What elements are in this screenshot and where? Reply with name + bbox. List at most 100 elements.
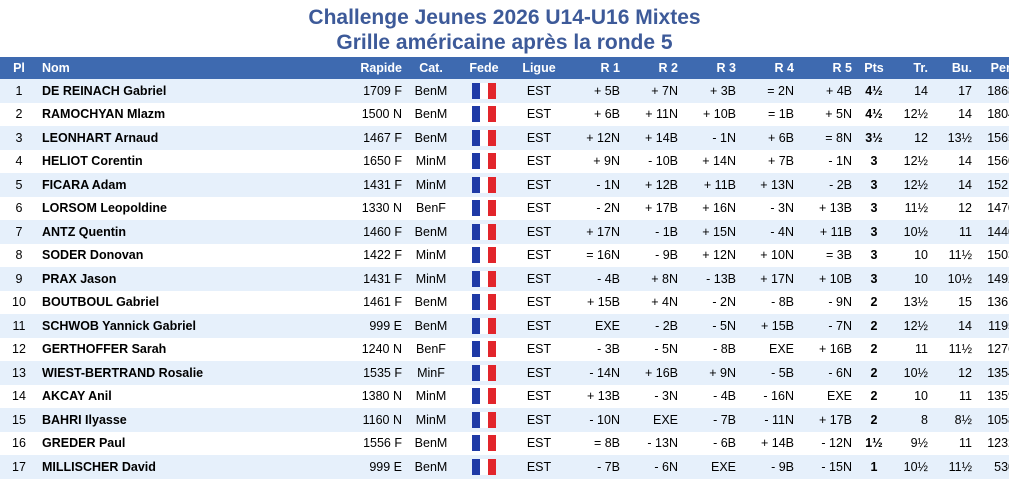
cell-round-3: - 4B [713, 389, 736, 404]
cell-round-4: - 16N [763, 389, 794, 404]
cell-tiebreak-bu: 15 [958, 295, 972, 310]
cell-round-2: + 12B [644, 177, 678, 192]
cell-tiebreak-bu: 8½ [954, 412, 972, 427]
cell-tiebreak-tr: 10½ [903, 224, 928, 239]
cell-round-1: = 16N [586, 248, 620, 263]
cell-round-3: - 2N [712, 295, 736, 310]
cell-tiebreak-tr: 10½ [903, 365, 928, 380]
cell-league: EST [526, 154, 552, 169]
cell-performance: 1058 [987, 412, 1009, 427]
header-category: Cat. [419, 61, 443, 75]
cell-category: MinM [415, 248, 447, 263]
cell-federation [456, 455, 512, 479]
cell-rank: 11 [12, 318, 26, 333]
header-rank: Pl [13, 61, 25, 75]
header-round-1: R 1 [600, 61, 620, 75]
table-row: 14 AKCAY Anil 1380 N MinM EST + 13B - 3N - 4B - … [0, 384, 1009, 408]
cell-points: 2 [870, 365, 878, 380]
cell-rating: 1709 F [363, 83, 402, 98]
cell-rank: 4 [15, 154, 23, 169]
cell-league: EST [526, 459, 552, 474]
table-row: 2 RAMOCHYAN Mlazm 1500 N BenM EST + 6B + 11N + … [0, 102, 1009, 126]
cell-tiebreak-tr: 12½ [903, 318, 928, 333]
cell-league: EST [526, 248, 552, 263]
cell-round-4: - 9B [771, 459, 794, 474]
cell-rank: 15 [12, 412, 26, 427]
cell-round-1: - 1N [596, 177, 620, 192]
cell-rating: 1556 F [363, 436, 402, 451]
cell-name: LEONHART Arnaud [42, 130, 159, 145]
cell-rank: 2 [15, 107, 23, 122]
cell-round-5: - 12N [821, 436, 852, 451]
cell-tiebreak-tr: 10 [914, 248, 928, 263]
cell-name: SODER Donovan [42, 248, 144, 263]
cell-name: GREDER Paul [42, 436, 126, 451]
cell-federation [456, 314, 512, 338]
table-row: 1 DE REINACH Gabriel 1709 F BenM EST + 5B + 7N… [0, 79, 1009, 103]
cell-round-5: + 17B [818, 412, 852, 427]
table-row: 15 BAHRI Ilyasse 1160 N MinM EST - 10N EXE - 7B… [0, 408, 1009, 432]
cell-round-1: EXE [594, 318, 620, 333]
cell-category: MinM [415, 154, 447, 169]
cell-points: 1 [870, 459, 878, 474]
cell-name: LORSOM Leopoldine [42, 201, 167, 216]
cell-points: 2 [870, 295, 878, 310]
cell-round-2: + 17B [644, 201, 678, 216]
cell-tiebreak-bu: 11 [959, 436, 972, 451]
cell-round-2: + 7N [651, 83, 678, 98]
cell-round-5: = 8N [825, 130, 852, 145]
cell-category: BenM [414, 224, 448, 239]
cell-tiebreak-bu: 17 [958, 83, 972, 98]
cell-rank: 6 [15, 201, 23, 216]
cell-performance: 1503 [987, 248, 1009, 263]
cell-rank: 12 [12, 342, 26, 357]
cell-tiebreak-bu: 11½ [948, 248, 972, 263]
table-row: 5 FICARA Adam 1431 F MinM EST - 1N + 12B + 11B +… [0, 173, 1009, 197]
cell-round-3: - 1N [712, 130, 736, 145]
table-row: 4 HELIOT Corentin 1650 F MinM EST + 9N - 10B + … [0, 149, 1009, 173]
cell-rating: 1500 N [361, 107, 402, 122]
header-round-2: R 2 [658, 61, 678, 75]
cell-round-1: - 4B [597, 271, 620, 286]
cell-performance: 1492 [987, 271, 1009, 286]
cell-round-4: - 8B [771, 295, 794, 310]
cell-performance: 1804 [987, 107, 1009, 122]
cell-tiebreak-bu: 14 [958, 107, 972, 122]
cell-round-4: + 14B [760, 436, 794, 451]
cell-rank: 10 [12, 295, 26, 310]
table-row: 7 ANTZ Quentin 1460 F BenM EST + 17N - 1B + 15N… [0, 220, 1009, 244]
cell-round-1: + 9N [593, 154, 620, 169]
cell-points: 1½ [865, 436, 883, 451]
france-flag-icon [472, 153, 496, 170]
cell-federation [456, 173, 512, 197]
cell-name: DE REINACH Gabriel [42, 83, 167, 98]
cell-rank: 14 [12, 389, 26, 404]
france-flag-icon [472, 317, 496, 334]
cell-points: 2 [870, 389, 878, 404]
cell-tiebreak-tr: 11½ [904, 201, 928, 216]
france-flag-icon [472, 435, 496, 452]
cell-round-2: + 16B [644, 365, 678, 380]
header-performance: Perf [990, 61, 1009, 75]
cell-tiebreak-tr: 13½ [903, 295, 928, 310]
cell-round-1: - 2N [596, 201, 620, 216]
france-flag-icon [472, 341, 496, 358]
cell-points: 3 [870, 271, 878, 286]
cell-round-4: EXE [768, 342, 794, 357]
cell-rating: 1460 F [363, 224, 402, 239]
cell-round-1: + 15B [586, 295, 620, 310]
cell-federation [456, 408, 512, 432]
cell-round-4: - 5B [771, 365, 794, 380]
cell-points: 4½ [865, 107, 883, 122]
cell-round-1: + 13B [586, 389, 620, 404]
cell-name: MILLISCHER David [42, 459, 156, 474]
cell-round-5: + 5N [825, 107, 852, 122]
cell-league: EST [526, 83, 552, 98]
cell-rating: 1422 F [363, 248, 402, 263]
france-flag-icon [472, 294, 496, 311]
cell-category: BenM [414, 459, 448, 474]
cell-round-1: - 14N [589, 365, 620, 380]
cell-category: BenM [414, 107, 448, 122]
cell-category: BenM [414, 318, 448, 333]
